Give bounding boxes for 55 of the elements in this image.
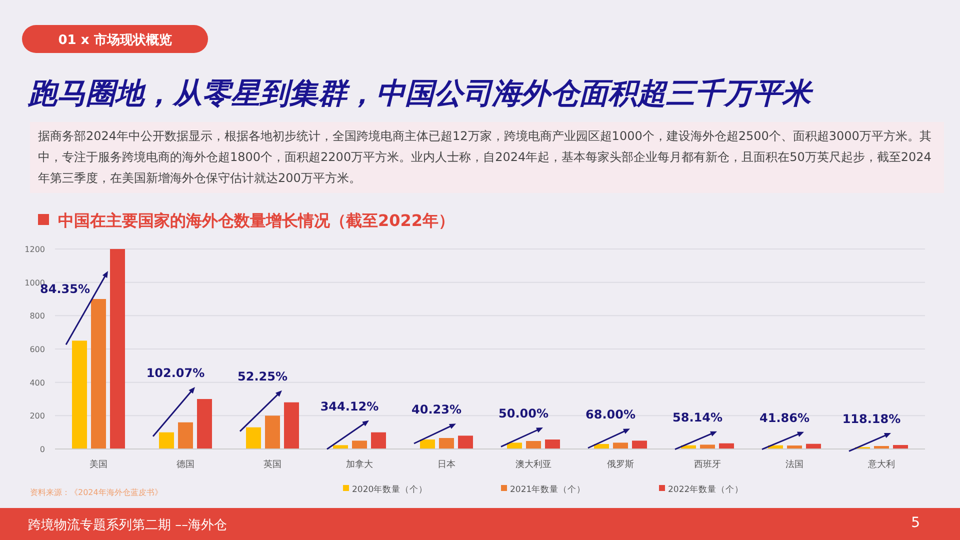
legend-label: 2021年数量（个） bbox=[510, 484, 586, 495]
bar bbox=[458, 436, 473, 449]
bar bbox=[265, 416, 280, 449]
annotation: 41.86% bbox=[760, 410, 810, 425]
text: 据商务部2024年中公开数据显示，根据各地初步统计，全国跨境电商主体已超12万家，跨境电商产业园区超1000个，建设海外仓超2500个、面积超3000万平方米。其中，专注于服务跨境电商的海外仓超1800个，面积超2200万平方米。业内人士称，自2024年起，基本每家头部企业每月都有新仓，且面积在50万英尺起步，截至2024年第三季度，在美国新增海外仓保守估计就达200万平方米。 bbox=[30, 122, 944, 193]
bar bbox=[197, 399, 212, 449]
x-tick-label: 法国 bbox=[786, 459, 804, 470]
annotation: 40.23% bbox=[412, 402, 462, 417]
legend-label: 2022年数量（个） bbox=[668, 484, 744, 495]
text: 跨境物流专题系列第二期 ––海外仓 bbox=[28, 517, 228, 533]
x-tick-label: 美国 bbox=[90, 459, 108, 470]
y-tick-label: 1200 bbox=[24, 245, 45, 254]
x-tick-label: 俄罗斯 bbox=[607, 459, 634, 470]
bar bbox=[91, 299, 106, 449]
text: 跑马圈地，从零星到集群，中国公司海外仓面积超三千万平米 bbox=[27, 76, 814, 110]
bar bbox=[632, 440, 647, 449]
bar bbox=[420, 440, 435, 449]
x-tick-label: 澳大利亚 bbox=[516, 459, 552, 470]
y-tick-label: 600 bbox=[30, 345, 45, 354]
bar bbox=[333, 445, 348, 449]
y-tick-label: 0 bbox=[40, 445, 45, 454]
bar bbox=[284, 402, 299, 449]
text: 资料来源：《2024年海外仓蓝皮书》 bbox=[30, 488, 162, 497]
bar bbox=[178, 422, 193, 449]
bar bbox=[246, 427, 261, 449]
x-tick-label: 意大利 bbox=[867, 459, 895, 470]
x-tick-label: 英国 bbox=[264, 459, 282, 470]
bar bbox=[159, 432, 174, 449]
bar bbox=[110, 249, 125, 449]
annotation: 344.12% bbox=[320, 399, 379, 414]
text: 01 x 市场现状概览 bbox=[58, 32, 172, 48]
bar bbox=[371, 432, 386, 449]
x-tick-label: 日本 bbox=[438, 459, 456, 470]
y-tick-label: 400 bbox=[30, 378, 45, 388]
chart-title: 中国在主要国家的海外仓数量增长情况（截至2022年） bbox=[58, 211, 455, 230]
bar bbox=[526, 441, 541, 449]
annotation: 102.07% bbox=[146, 366, 205, 380]
y-tick-label: 200 bbox=[30, 412, 45, 421]
x-tick-label: 加拿大 bbox=[346, 459, 373, 470]
bar bbox=[72, 340, 87, 449]
annotation: 58.14% bbox=[672, 410, 722, 424]
bar bbox=[700, 444, 715, 449]
y-tick-label: 800 bbox=[30, 312, 45, 321]
annotation: 52.25% bbox=[238, 369, 288, 384]
bar bbox=[439, 438, 454, 449]
annotation: 50.00% bbox=[498, 406, 548, 420]
x-tick-label: 德国 bbox=[176, 459, 194, 470]
x-tick-label: 西班牙 bbox=[694, 459, 721, 470]
text: 5 bbox=[911, 515, 920, 531]
legend-label: 2020年数量（个） bbox=[352, 484, 428, 495]
annotation: 68.00% bbox=[586, 408, 636, 422]
bar bbox=[613, 442, 628, 449]
bar bbox=[545, 440, 560, 449]
bar bbox=[352, 440, 367, 449]
annotation: 118.18% bbox=[842, 412, 901, 426]
